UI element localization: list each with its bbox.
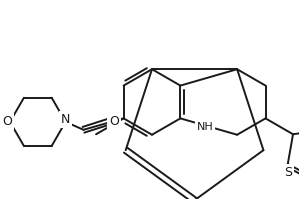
Text: S: S [284, 166, 292, 179]
Text: NH: NH [196, 122, 213, 132]
Text: N: N [61, 113, 70, 126]
Text: O: O [109, 115, 119, 128]
Text: O: O [2, 115, 12, 128]
